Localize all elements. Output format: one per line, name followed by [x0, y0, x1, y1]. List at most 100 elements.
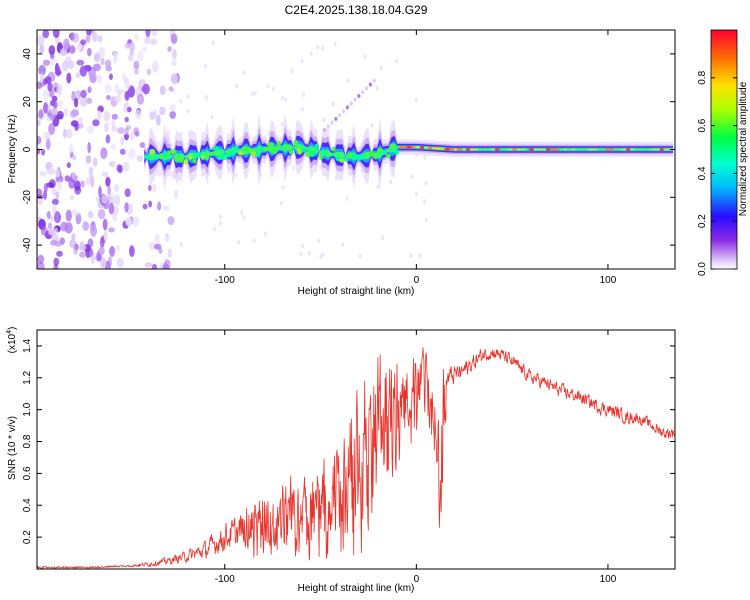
spectrum-speck	[252, 237, 256, 243]
spectrogram-x-ticks: -100 0 100	[215, 30, 617, 286]
ridge-peak	[456, 148, 464, 151]
spectrum-speck	[376, 184, 380, 190]
snr-frame	[36, 329, 676, 570]
spectrum-speck	[52, 30, 60, 38]
snr-y-label: SNR (10 * v/v)	[7, 416, 18, 480]
spectrum-speck	[300, 243, 304, 249]
y-tick-label: 1.2	[22, 370, 33, 384]
spectrum-speck	[168, 86, 174, 92]
spectrum-speck	[101, 171, 109, 178]
spectrum-speck	[102, 218, 108, 231]
spectrum-speck	[128, 54, 134, 62]
spectrum-speck	[284, 97, 288, 103]
spectrum-speck	[124, 43, 131, 49]
spectrum-speck	[42, 88, 50, 100]
spectrum-speck	[105, 65, 113, 72]
ridge-peak	[343, 156, 349, 162]
spectrum-speck	[109, 245, 115, 258]
spectrum-speck	[266, 83, 270, 89]
ridge-peak	[528, 148, 535, 151]
spectrum-speck	[92, 119, 100, 127]
spectrum-speck	[119, 148, 126, 155]
spectrum-speck	[45, 138, 51, 150]
ridge-peak	[654, 148, 662, 151]
spectrum-speck	[53, 257, 60, 266]
ridge-peak	[327, 152, 332, 157]
spectrum-speck	[76, 59, 85, 66]
spectrum-speck	[263, 231, 267, 237]
spectrum-speck	[91, 31, 98, 42]
ridge-peak	[533, 148, 539, 151]
spectrum-speck	[58, 99, 64, 109]
spectrum-speck	[186, 94, 190, 100]
ridge-peak	[449, 148, 454, 151]
spectrum-speck	[357, 93, 361, 98]
ridge-peak	[558, 148, 564, 151]
y-tick-label: -40	[22, 237, 33, 252]
ridge-peak	[204, 155, 210, 161]
ridge-peak	[453, 148, 458, 151]
colorbar: 0.0 0.2 0.4 0.6 0.8 Normalized spectral ampl…	[697, 29, 749, 276]
ridge-peak	[289, 149, 294, 155]
spectrum-speck	[218, 221, 222, 227]
spectrum-speck	[116, 257, 124, 268]
spectrum-speck	[59, 237, 66, 245]
spectrum-speck	[114, 184, 120, 192]
spectrum-speck	[157, 201, 162, 211]
spectrum-speck	[124, 188, 131, 198]
spectrum-speck	[361, 90, 365, 95]
spectrum-speck	[78, 251, 86, 258]
spectrum-speck	[136, 155, 143, 163]
ridge-peak	[335, 155, 341, 161]
ridge-peak	[271, 149, 278, 155]
spectrum-speck	[53, 227, 59, 237]
spectrum-speck	[65, 209, 72, 222]
spectrum-speck	[152, 60, 159, 73]
spectrum-speck	[418, 253, 422, 259]
ridge-peak	[230, 149, 235, 156]
y-tick-label: 0.8	[22, 434, 33, 448]
spectrum-speck	[124, 90, 130, 101]
ridge-peak	[293, 139, 298, 147]
spectrum-speck	[87, 86, 92, 94]
spectrum-speck	[381, 235, 385, 241]
spectrum-speck	[341, 242, 345, 248]
ridge-peak	[563, 148, 568, 151]
x-tick-label: 100	[600, 574, 617, 585]
spectrum-speck	[251, 91, 255, 97]
spectrum-speck	[37, 198, 44, 206]
spectrum-speck	[47, 168, 56, 175]
spectrum-speck	[73, 97, 79, 108]
spectrum-speck	[179, 242, 183, 248]
spectrum-speck	[302, 92, 306, 98]
spectrum-speck	[171, 59, 177, 67]
ridge-peak	[360, 154, 366, 160]
spectrum-speck	[93, 63, 101, 72]
spectrum-speck	[353, 97, 357, 102]
spectrum-speck	[279, 200, 283, 206]
ridge-peak	[195, 151, 203, 158]
spectrum-speck	[301, 106, 305, 112]
ridge-peak	[520, 148, 527, 151]
spectrum-speck	[127, 148, 136, 160]
spectrum-speck	[79, 96, 88, 107]
ridge-peak	[385, 153, 391, 159]
spectrum-speck	[48, 122, 56, 135]
spectrum-speck	[38, 109, 44, 119]
spectrum-speck	[69, 195, 75, 201]
ridge-band	[144, 125, 674, 178]
ridge-peak	[192, 159, 197, 164]
ridge-peak	[402, 145, 408, 149]
colorbar-tick-label: 0.8	[697, 70, 708, 84]
spectrum-speck	[39, 171, 47, 177]
spectrum-speck	[132, 216, 140, 227]
spectrum-speck	[42, 30, 50, 39]
spectrum-speck	[162, 263, 170, 269]
spectrum-speck	[154, 234, 160, 243]
spectrum-speck	[56, 180, 62, 191]
spectrum-speck	[345, 105, 349, 110]
spectrogram-x-label: Height of straight line (km)	[298, 286, 415, 297]
spectrum-speck	[423, 155, 427, 161]
spectrum-speck	[110, 143, 116, 151]
spectrum-speck	[117, 165, 123, 174]
